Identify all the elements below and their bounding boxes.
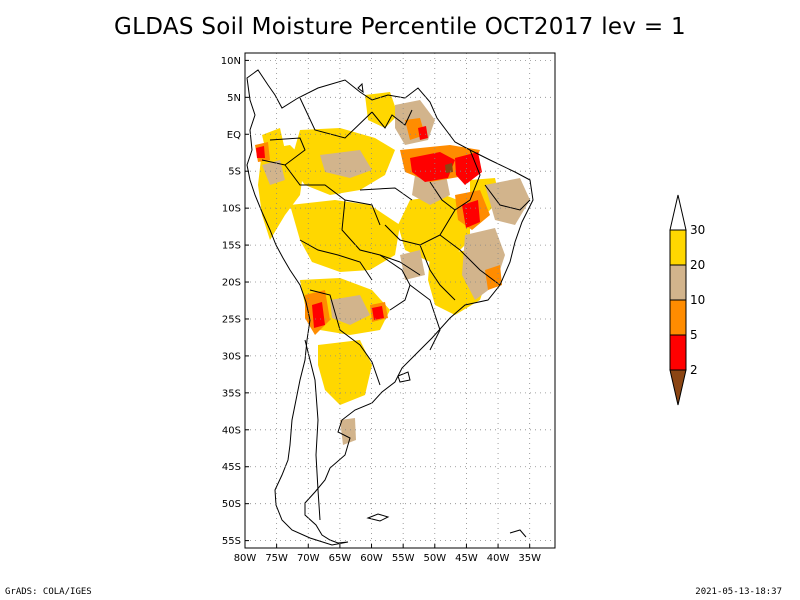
lon-tick-label: 35W	[518, 553, 541, 564]
longitude-axis: 80W 75W 70W 65W 60W 55W 50W 45W 40W 35W	[234, 544, 541, 564]
lat-tick-label: 40S	[222, 425, 241, 436]
lat-tick-label: 10S	[222, 204, 241, 215]
colorbar-label-30: 30	[690, 223, 705, 237]
map-title: GLDAS Soil Moisture Percentile OCT2017 l…	[114, 14, 686, 40]
coastline-borders	[246, 69, 534, 546]
islands	[357, 82, 527, 538]
lat-tick-label: 15S	[222, 241, 241, 252]
colorbar-label-2: 2	[690, 363, 698, 377]
percentile-shading	[255, 92, 530, 445]
colorbar-5to10	[669, 299, 687, 336]
lat-tick-label: 45S	[222, 462, 241, 473]
lat-tick-label: 20S	[222, 278, 241, 289]
colorbar-gt30	[669, 194, 687, 231]
colorbar-10to20	[669, 264, 687, 301]
lon-tick-label: 75W	[265, 553, 288, 564]
lon-tick-label: 60W	[360, 553, 383, 564]
latitude-axis: 10N 5N EQ 5S 10S 15S 20S 25S 30S 35S 40S 45S 50S 55S	[221, 56, 249, 547]
colorbar-label-5: 5	[690, 328, 698, 342]
colorbar-label-10: 10	[690, 293, 705, 307]
lon-tick-label: 80W	[234, 553, 257, 564]
footer-timestamp: 2021-05-13-18:37	[695, 587, 782, 597]
lon-tick-label: 45W	[455, 553, 478, 564]
lat-tick-label: 55S	[222, 536, 241, 547]
lon-tick-label: 65W	[329, 553, 352, 564]
lat-tick-label: 10N	[221, 56, 241, 67]
lat-tick-label: 5N	[227, 93, 241, 104]
lat-tick-label: 30S	[222, 351, 241, 362]
colorbar-20to30	[669, 229, 687, 266]
footer-credit: GrADS: COLA/IGES	[5, 587, 92, 597]
lon-tick-label: 50W	[423, 553, 446, 564]
lat-tick-label: 35S	[222, 388, 241, 399]
lat-tick-label: EQ	[227, 130, 241, 141]
lon-tick-label: 40W	[487, 553, 510, 564]
plot-frame	[244, 52, 556, 549]
colorbar-lt2	[669, 369, 687, 406]
lon-tick-label: 70W	[297, 553, 320, 564]
lat-tick-label: 50S	[222, 499, 241, 510]
lat-tick-label: 25S	[222, 314, 241, 325]
lon-tick-label: 55W	[392, 553, 415, 564]
colorbar: 30 20 10 5 2	[669, 194, 705, 406]
lat-tick-label: 5S	[228, 167, 241, 178]
lat-lon-grid	[244, 53, 555, 548]
colorbar-2to5	[669, 334, 687, 371]
colorbar-label-20: 20	[690, 258, 705, 272]
